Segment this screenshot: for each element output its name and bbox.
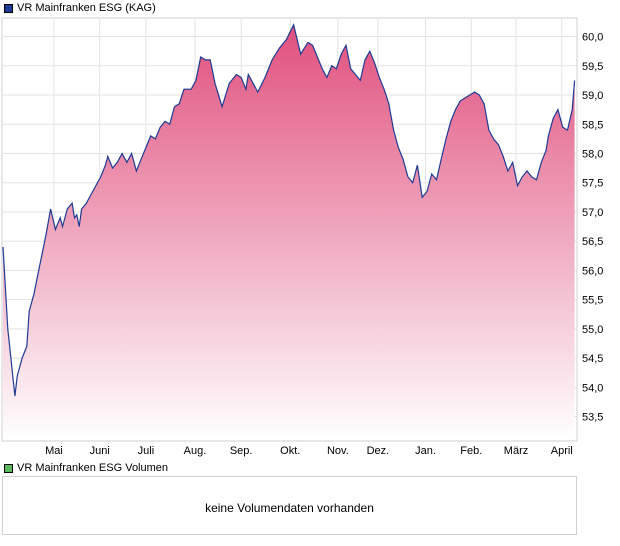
- y-tick-label: 53,5: [582, 412, 603, 424]
- y-tick-label: 59,0: [582, 90, 603, 102]
- y-tick-label: 55,5: [582, 295, 603, 307]
- price-legend: VR Mainfranken ESG (KAG): [4, 1, 156, 15]
- price-legend-swatch: [4, 3, 13, 13]
- price-legend-label: VR Mainfranken ESG (KAG): [17, 2, 156, 14]
- x-tick-label: Feb.: [460, 445, 482, 457]
- y-axis-ticks: 53,5 54,0 54,5 55,0 55,5 56,0 56,5 57,0 57,5 58,0…: [582, 32, 603, 424]
- y-tick-label: 58,5: [582, 119, 603, 131]
- price-line: [2, 23, 576, 397]
- volume-legend: VR Mainfranken ESG Volumen: [4, 461, 168, 475]
- x-tick-label: Dez.: [367, 445, 390, 457]
- volume-empty-message: keine Volumendaten vorhanden: [205, 501, 374, 515]
- x-tick-label: Nov.: [327, 445, 349, 457]
- x-tick-label: Aug.: [184, 445, 207, 457]
- volume-panel: keine Volumendaten vorhanden: [2, 476, 577, 535]
- y-tick-label: 55,0: [582, 324, 603, 336]
- y-tick-label: 54,5: [582, 353, 603, 365]
- x-axis-ticks: Mai Juni Juli Aug. Sep. Okt. Nov. Dez. Jan. Feb. M…: [45, 445, 573, 457]
- x-tick-label: Okt.: [280, 445, 300, 457]
- y-tick-label: 58,0: [582, 148, 603, 160]
- x-tick-label: Mai: [45, 445, 63, 457]
- volume-legend-swatch: [4, 463, 13, 473]
- y-tick-label: 57,5: [582, 178, 603, 190]
- y-tick-label: 56,5: [582, 236, 603, 248]
- y-tick-label: 56,0: [582, 265, 603, 277]
- y-tick-label: 54,0: [582, 382, 603, 394]
- price-chart: 53,5 54,0 54,5 55,0 55,5 56,0 56,5 57,0 57,5 58,0…: [1, 17, 603, 457]
- x-tick-label: Jan.: [415, 445, 436, 457]
- y-tick-label: 60,0: [582, 32, 603, 44]
- volume-legend-label: VR Mainfranken ESG Volumen: [17, 462, 169, 474]
- x-tick-label: April: [551, 445, 573, 457]
- x-tick-label: März: [504, 445, 528, 457]
- x-tick-label: Juli: [138, 445, 155, 457]
- y-tick-label: 57,0: [582, 207, 603, 219]
- x-tick-label: Sep.: [230, 445, 253, 457]
- price-area: [3, 24, 575, 441]
- x-tick-label: Juni: [90, 445, 110, 457]
- y-tick-label: 59,5: [582, 61, 603, 73]
